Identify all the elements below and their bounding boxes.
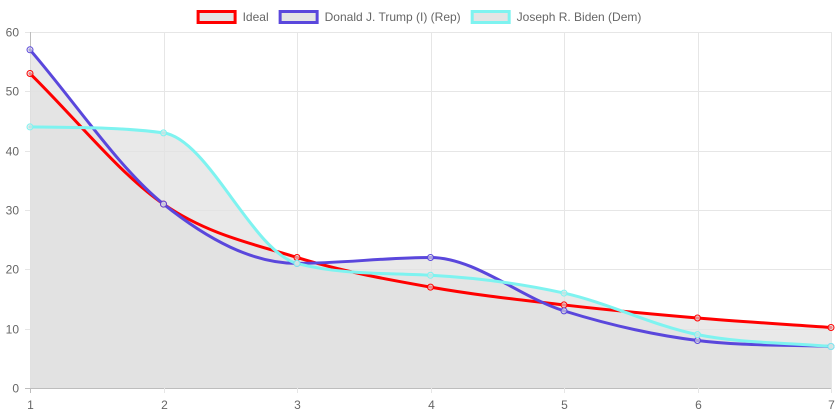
x-tick-label: 6 <box>695 398 702 412</box>
x-tick-label: 7 <box>828 398 835 412</box>
data-point[interactable] <box>160 200 167 208</box>
y-tick-label: 30 <box>6 204 20 218</box>
data-point[interactable] <box>827 323 835 331</box>
data-point[interactable] <box>560 307 568 315</box>
data-point[interactable] <box>26 123 34 131</box>
legend-label: Joseph R. Biden (Dem) <box>517 10 642 24</box>
axes: 0 10 20 30 40 50 60 1 2 3 4 5 6 7 <box>6 26 836 413</box>
legend-swatch <box>470 10 511 24</box>
legend[interactable]: Ideal Donald J. Trump (I) (Rep) Joseph R. … <box>196 10 642 24</box>
data-point[interactable] <box>293 259 301 267</box>
legend-item[interactable]: Joseph R. Biden (Dem) <box>470 10 642 24</box>
data-point[interactable] <box>694 337 701 345</box>
data-point[interactable] <box>560 289 568 297</box>
y-tick-label: 60 <box>6 26 20 40</box>
data-point[interactable] <box>26 70 34 78</box>
y-tick-label: 50 <box>6 85 20 99</box>
data-point[interactable] <box>827 342 835 350</box>
data-point[interactable] <box>160 129 167 137</box>
series-areas <box>30 49 831 389</box>
x-tick-label: 1 <box>27 398 34 412</box>
legend-label: Ideal <box>243 10 269 24</box>
y-tick-label: 0 <box>12 382 19 396</box>
y-tick-label: 40 <box>6 145 20 159</box>
data-point[interactable] <box>560 301 568 309</box>
legend-label: Donald J. Trump (I) (Rep) <box>325 10 461 24</box>
data-point[interactable] <box>427 283 434 291</box>
data-point[interactable] <box>293 253 301 261</box>
legend-swatch <box>196 10 237 24</box>
data-point[interactable] <box>26 46 34 54</box>
legend-item[interactable]: Ideal <box>196 10 269 24</box>
data-point[interactable] <box>427 253 434 261</box>
legend-swatch <box>278 10 319 24</box>
data-point[interactable] <box>427 271 434 279</box>
x-tick-label: 4 <box>428 398 435 412</box>
y-tick-label: 10 <box>6 323 20 337</box>
x-tick-label: 2 <box>161 398 168 412</box>
series-points <box>26 46 835 350</box>
series-area <box>30 126 831 389</box>
data-point[interactable] <box>694 314 701 322</box>
x-tick-label: 5 <box>561 398 568 412</box>
y-tick-label: 20 <box>6 263 20 277</box>
legend-item[interactable]: Donald J. Trump (I) (Rep) <box>278 10 461 24</box>
x-tick-label: 3 <box>294 398 301 412</box>
data-point[interactable] <box>694 331 701 339</box>
